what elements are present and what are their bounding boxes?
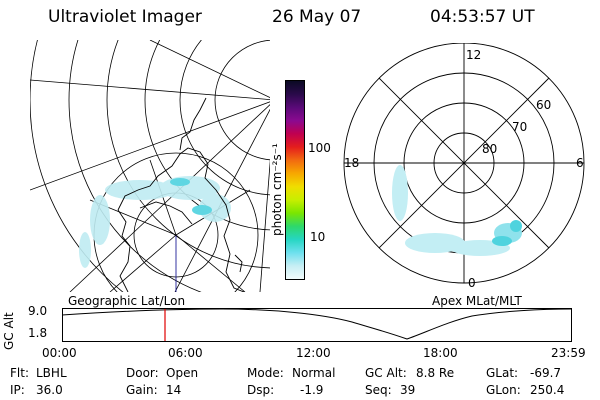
geo-meridian (175, 234, 246, 292)
timeline-plot (62, 308, 572, 342)
geo-meridian (30, 79, 270, 100)
geo-coastline (234, 254, 243, 273)
header-date: 26 May 07 (272, 7, 362, 27)
mlt-label-6: 6 (576, 156, 584, 170)
mode-value: Normal (292, 366, 336, 380)
gain-value: 14 (166, 383, 182, 397)
gain-key: Gain: (126, 383, 158, 397)
geo-meridian (174, 108, 270, 292)
geo-meridian (109, 234, 177, 292)
gcalt-key: GC Alt: (365, 366, 407, 380)
dsp-key: Dsp: (247, 383, 275, 397)
geo-lat-circle (144, 40, 270, 231)
dsp-value: -1.9 (300, 383, 324, 397)
colorbar-tick: 10 (310, 230, 326, 244)
filter-key: Flt: (10, 366, 29, 380)
glon-key: GLon: (486, 383, 521, 397)
timeline-xtick: 00:00 (42, 346, 77, 360)
colorbar-unit-label: photon cm⁻²s⁻¹ (270, 143, 284, 236)
mlt-label-12: 12 (466, 48, 481, 62)
gcalt-value: 8.8 Re (416, 366, 455, 380)
timeline-xtick: 23:59 (551, 346, 586, 360)
timeline-ytick: 1.8 (28, 326, 48, 340)
colorbar-tick: 100 (308, 141, 331, 155)
ip-value: 36.0 (36, 383, 63, 397)
timeline-ytick: 9.0 (28, 304, 48, 318)
mode-key: Mode: (247, 366, 284, 380)
geographic-map (30, 40, 270, 292)
geo-lat-circle (68, 40, 202, 292)
geo-coastline (179, 97, 207, 151)
geo-meridian (149, 40, 270, 99)
geo-coastline (117, 147, 245, 292)
geo-meridian (259, 158, 270, 292)
apex-panel-label: Apex MLat/MLT (432, 294, 522, 308)
timeline-altitude-curve (62, 308, 572, 340)
lat-label-80: 80 (482, 142, 497, 156)
geo-lat-circle (179, 40, 270, 196)
header-time: 04:53:57 UT (430, 7, 535, 27)
app-title: Ultraviolet Imager (48, 7, 202, 27)
ip-key: IP: (10, 383, 25, 397)
door-key: Door: (126, 366, 159, 380)
colorbar (285, 80, 305, 280)
mlt-label-0: 0 (468, 276, 476, 290)
glat-key: GLat: (486, 366, 519, 380)
seq-value: 39 (400, 383, 416, 397)
lat-label-60: 60 (536, 98, 551, 112)
timeline-xtick: 12:00 (296, 346, 331, 360)
geo-panel-label: Geographic Lat/Lon (68, 294, 186, 308)
apex-polar-plot: 12 18 6 0 80 70 60 (343, 43, 585, 290)
geo-coastline (139, 201, 193, 225)
geo-lat-circle (214, 40, 270, 161)
seq-key: Seq: (365, 383, 392, 397)
timeline-axis-label: GC Alt (2, 312, 16, 350)
door-value: Open (166, 366, 199, 380)
geo-lat-circle (106, 40, 270, 269)
apex-aurora (392, 165, 522, 256)
geo-aurora-bright (170, 178, 212, 215)
glon-value: 250.4 (530, 383, 565, 397)
filter-value: LBHL (36, 366, 67, 380)
geo-lat-circle (30, 40, 124, 292)
timeline-frame (62, 308, 572, 342)
timeline-xtick: 06:00 (168, 346, 203, 360)
geo-meridian (30, 101, 270, 191)
timeline-xtick: 18:00 (423, 346, 458, 360)
geo-coastline (117, 209, 131, 292)
mlt-label-18: 18 (344, 156, 359, 170)
apex-mlt-diagonal (378, 77, 550, 249)
lat-label-70: 70 (512, 120, 527, 134)
glat-value: -69.7 (530, 366, 562, 380)
